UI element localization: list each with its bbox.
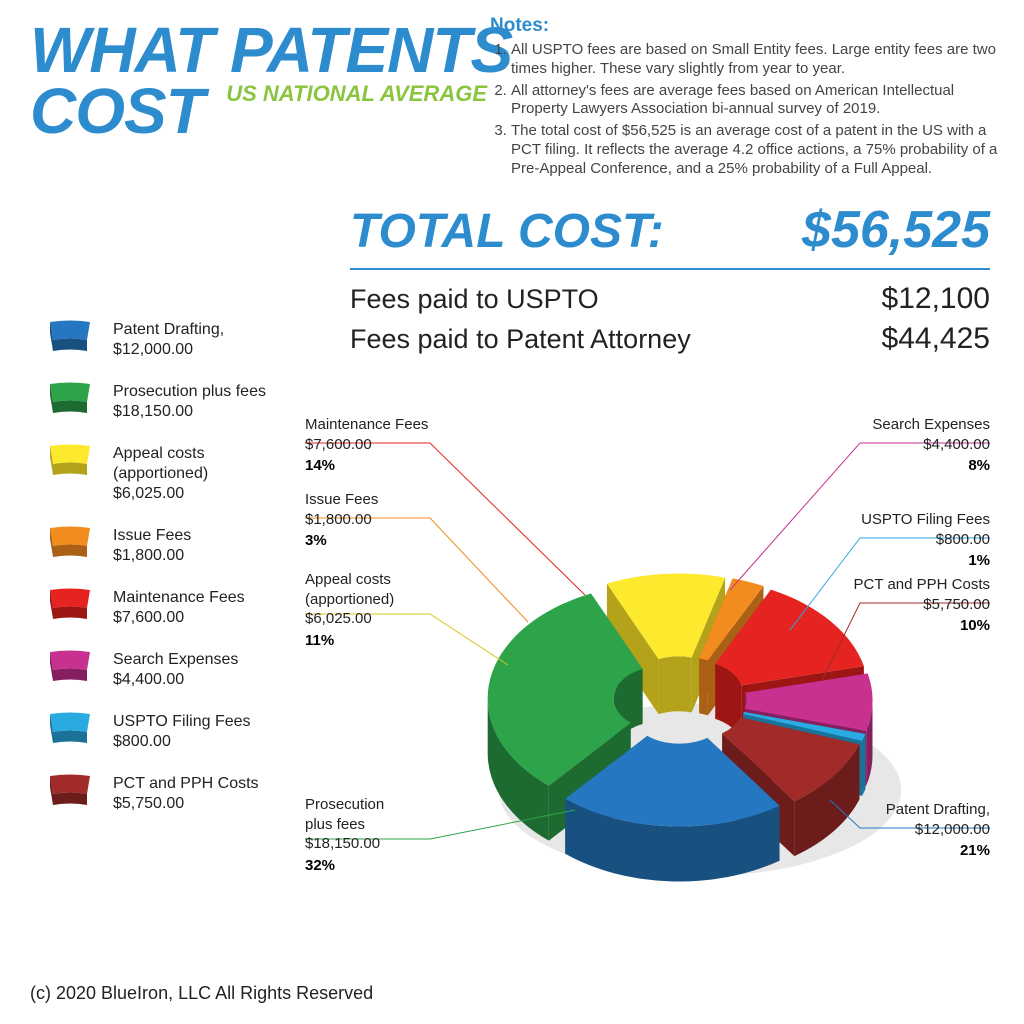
slice-label: USPTO Filing Fees$800.001% bbox=[840, 510, 990, 571]
notes-title: Notes: bbox=[490, 15, 1000, 37]
notes-list: All USPTO fees are based on Small Entity… bbox=[490, 41, 1000, 178]
fee-label: Fees paid to USPTO bbox=[350, 284, 599, 315]
legend-label: Maintenance Fees$7,600.00 bbox=[113, 588, 245, 628]
total-value: $56,525 bbox=[802, 200, 990, 260]
total-cost-row: TOTAL COST: $56,525 bbox=[350, 200, 990, 260]
note-item: All USPTO fees are based on Small Entity… bbox=[511, 41, 1000, 79]
legend-label: USPTO Filing Fees$800.00 bbox=[113, 712, 251, 752]
main-title-2: COST bbox=[30, 75, 204, 147]
legend-item: Appeal costs (apportioned)$6,025.00 bbox=[45, 444, 295, 504]
legend-label: Prosecution plus fees$18,150.00 bbox=[113, 382, 266, 422]
fee-row: Fees paid to USPTO $12,100 bbox=[350, 282, 990, 316]
slice-label: Issue Fees$1,800.003% bbox=[305, 490, 455, 551]
legend: Patent Drafting,$12,000.00 Prosecution p… bbox=[45, 320, 295, 836]
legend-label: Appeal costs (apportioned)$6,025.00 bbox=[113, 444, 295, 504]
title-line2-row: COST US NATIONAL AVERAGE bbox=[30, 81, 512, 142]
subtitle: US NATIONAL AVERAGE bbox=[226, 81, 487, 107]
legend-swatch bbox=[45, 320, 95, 355]
slice-label: Patent Drafting,$12,000.0021% bbox=[840, 800, 990, 861]
notes-block: Notes: All USPTO fees are based on Small… bbox=[490, 15, 1000, 181]
slice-label: Appeal costs(apportioned)$6,025.0011% bbox=[305, 570, 455, 650]
legend-swatch bbox=[45, 774, 95, 809]
legend-swatch bbox=[45, 712, 95, 747]
slice-label: Maintenance Fees$7,600.0014% bbox=[305, 415, 455, 476]
legend-swatch bbox=[45, 650, 95, 685]
slice-label: PCT and PPH Costs$5,750.0010% bbox=[840, 575, 990, 636]
legend-item: Issue Fees$1,800.00 bbox=[45, 526, 295, 566]
main-title-1: WHAT PATENTS bbox=[30, 20, 512, 81]
legend-swatch bbox=[45, 444, 95, 479]
legend-label: PCT and PPH Costs$5,750.00 bbox=[113, 774, 259, 814]
legend-item: Search Expenses$4,400.00 bbox=[45, 650, 295, 690]
fee-value: $12,100 bbox=[882, 282, 990, 316]
total-label: TOTAL COST: bbox=[350, 204, 664, 259]
legend-label: Issue Fees$1,800.00 bbox=[113, 526, 191, 566]
title-block: WHAT PATENTS COST US NATIONAL AVERAGE bbox=[30, 20, 512, 142]
legend-label: Search Expenses$4,400.00 bbox=[113, 650, 238, 690]
slice-label: Search Expenses$4,400.008% bbox=[840, 415, 990, 476]
legend-item: Maintenance Fees$7,600.00 bbox=[45, 588, 295, 628]
legend-swatch bbox=[45, 382, 95, 417]
legend-label: Patent Drafting,$12,000.00 bbox=[113, 320, 224, 360]
legend-swatch bbox=[45, 526, 95, 561]
fee-row: Fees paid to Patent Attorney $44,425 bbox=[350, 322, 990, 356]
fee-label: Fees paid to Patent Attorney bbox=[350, 324, 691, 355]
legend-item: USPTO Filing Fees$800.00 bbox=[45, 712, 295, 752]
legend-swatch bbox=[45, 588, 95, 623]
legend-item: Prosecution plus fees$18,150.00 bbox=[45, 382, 295, 422]
divider bbox=[350, 268, 990, 270]
fee-value: $44,425 bbox=[882, 322, 990, 356]
legend-item: PCT and PPH Costs$5,750.00 bbox=[45, 774, 295, 814]
note-item: The total cost of $56,525 is an average … bbox=[511, 122, 1000, 178]
slice-label: Prosecutionplus fees$18,150.0032% bbox=[305, 795, 455, 875]
pie-chart: Maintenance Fees$7,600.0014% Issue Fees$1… bbox=[300, 400, 1000, 960]
note-item: All attorney's fees are average fees bas… bbox=[511, 82, 1000, 120]
legend-item: Patent Drafting,$12,000.00 bbox=[45, 320, 295, 360]
totals-block: TOTAL COST: $56,525 Fees paid to USPTO $… bbox=[350, 200, 990, 362]
copyright: (c) 2020 BlueIron, LLC All Rights Reserv… bbox=[30, 983, 373, 1004]
